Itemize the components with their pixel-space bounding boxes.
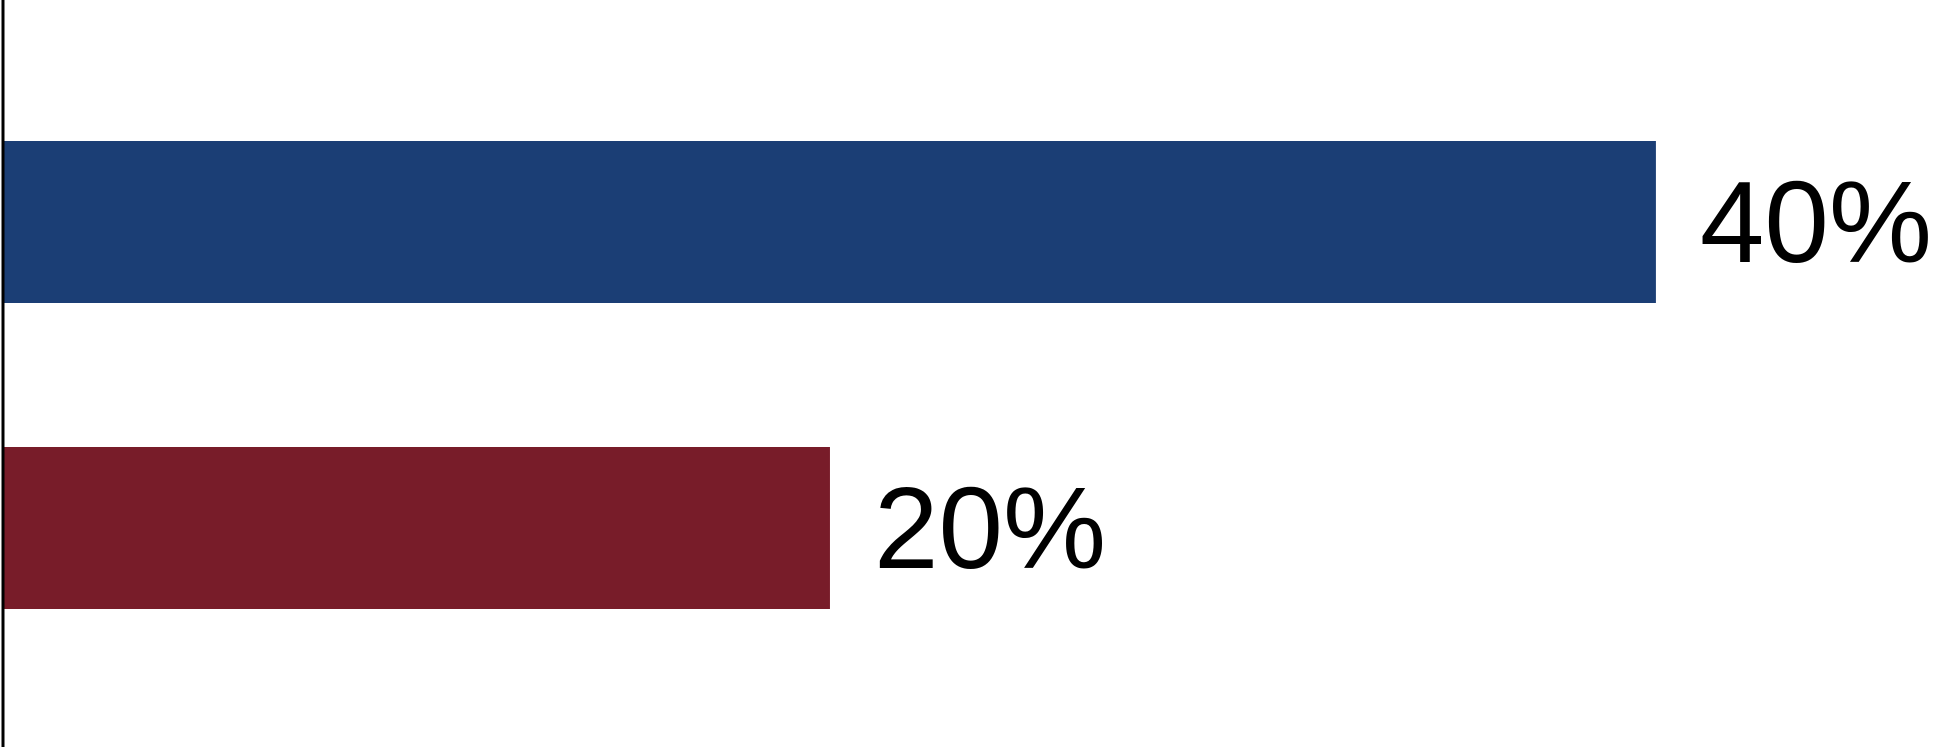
bar-2-value-label: 20%: [874, 463, 1106, 593]
bar-1: [4, 141, 1656, 303]
bars-group: [4, 141, 1656, 609]
data-labels-group: 40% 20%: [874, 157, 1932, 593]
bar-1-value-label: 40%: [1700, 157, 1932, 287]
bar-2: [4, 447, 830, 609]
